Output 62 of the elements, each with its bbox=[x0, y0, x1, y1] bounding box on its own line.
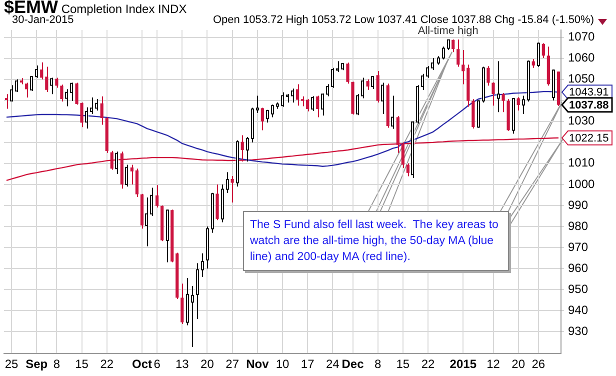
chart-subtitle: Completion Index INDX bbox=[61, 2, 187, 16]
candlestick bbox=[45, 66, 48, 92]
annotation: The S Fund also fell last week. The key areas to watch are the all-time high, the 50-day MA (blue line) and 200-day MA (red line). bbox=[243, 211, 509, 271]
annotation: All-time high bbox=[418, 24, 478, 37]
text: 1037.88 bbox=[569, 99, 609, 112]
candlestick bbox=[346, 62, 350, 84]
x-tick-label: 2015 bbox=[450, 357, 477, 372]
x-tick-label: Sep bbox=[26, 357, 48, 372]
candlestick bbox=[301, 96, 304, 107]
candlestick bbox=[296, 84, 300, 106]
candlestick bbox=[40, 62, 44, 80]
candlestick bbox=[135, 168, 139, 198]
candlestick bbox=[55, 77, 58, 88]
x-tick-label: 22 bbox=[100, 357, 114, 372]
x-tick-label: 26 bbox=[532, 357, 546, 372]
candlestick bbox=[260, 107, 264, 131]
candlestick bbox=[130, 164, 134, 185]
y-tick-label: 940 bbox=[568, 302, 588, 317]
y-tick-label: 930 bbox=[568, 324, 588, 338]
x-tick-label: Nov bbox=[246, 357, 270, 372]
candlestick bbox=[60, 84, 64, 102]
candlestick bbox=[306, 98, 310, 112]
y-tick-label: 1070 bbox=[568, 30, 596, 44]
y-tick-label: 960 bbox=[568, 260, 588, 275]
candlestick bbox=[230, 176, 234, 204]
x-tick-label: 17 bbox=[300, 357, 315, 372]
text: Open 1053.72 High 1053.72 Low 1037.41 Close 1037.88 Chg -15.84 (-1.50%) bbox=[213, 14, 594, 26]
x-tick-label: Dec bbox=[342, 357, 364, 372]
x-tick-label: 8 bbox=[374, 357, 382, 372]
y-tick-label: 1010 bbox=[568, 156, 596, 170]
candlestick bbox=[110, 150, 114, 170]
candlestick bbox=[316, 95, 320, 118]
candlestick bbox=[452, 38, 455, 53]
y-tick-label: 1060 bbox=[568, 50, 596, 65]
x-tick-label: 6 bbox=[154, 357, 161, 372]
y-tick-label: 1050 bbox=[568, 72, 596, 86]
x-tick-label: 10 bbox=[276, 357, 290, 372]
y-tick-label: 980 bbox=[568, 218, 588, 233]
candlestick bbox=[155, 184, 159, 208]
candlestick bbox=[25, 82, 28, 98]
y-tick-label: 970 bbox=[568, 240, 588, 254]
x-tick-label: 20 bbox=[200, 357, 214, 372]
y-tick-label: 1000 bbox=[568, 176, 596, 191]
x-tick-label: 12 bbox=[486, 357, 500, 372]
x-tick-label: 8 bbox=[53, 357, 60, 372]
x-tick-label: 22 bbox=[421, 357, 436, 372]
x-tick-label: 24 bbox=[326, 357, 340, 372]
x-tick-label: 20 bbox=[512, 357, 526, 372]
candlestick bbox=[4, 94, 8, 110]
x-tick-label: 27 bbox=[226, 357, 240, 372]
text: 30-Jan-2015 bbox=[12, 14, 74, 26]
candlestick bbox=[100, 96, 104, 126]
text: 1043.91 bbox=[569, 86, 609, 99]
x-tick-label: 15 bbox=[396, 357, 410, 372]
x-tick-label: 15 bbox=[75, 357, 89, 372]
y-tick-label: 990 bbox=[568, 198, 588, 212]
y-tick-label: 1030 bbox=[568, 114, 596, 128]
x-tick-label: 13 bbox=[175, 357, 190, 372]
x-tick-label: Oct bbox=[132, 357, 152, 372]
text: 1022.15 bbox=[569, 132, 609, 144]
y-tick-label: 950 bbox=[568, 282, 588, 296]
x-tick-label: 25 bbox=[4, 357, 19, 372]
